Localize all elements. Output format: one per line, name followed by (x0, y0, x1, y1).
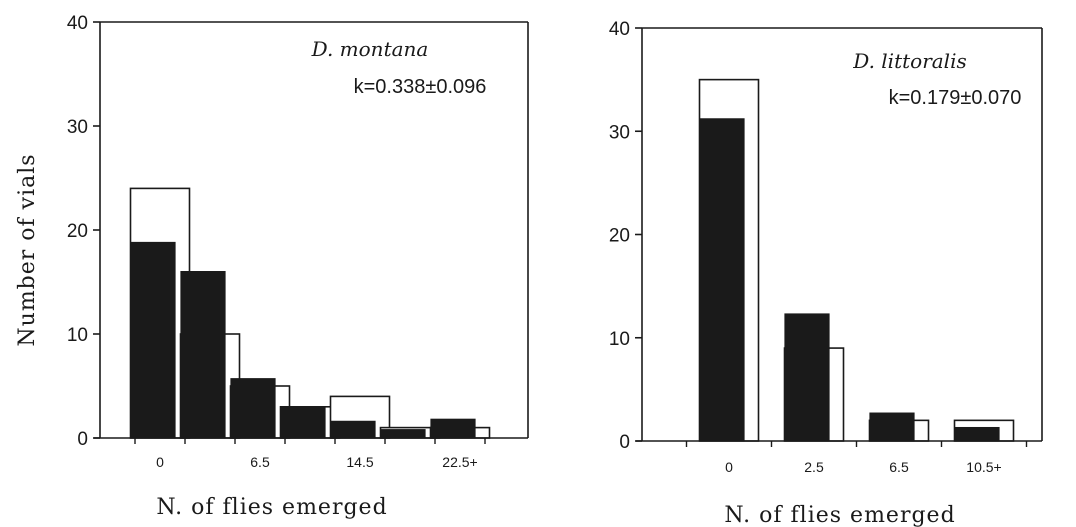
x-tick-label-d-montana-1: 6.5 (250, 454, 270, 470)
chart-d-littoralis: 0 10 20 30 40 0 2.5 6.5 10.5+ D. littoralis k=0… (609, 19, 1043, 527)
k-annotation-d-montana: k=0.338±0.096 (354, 76, 487, 98)
y-tick-label-20: 20 (609, 226, 630, 247)
y-tick-label-0: 0 (619, 432, 630, 453)
x-tick-labels: 0 2.5 6.5 10.5+ (725, 459, 1002, 475)
chart-title-d-montana: D. montana (311, 37, 429, 61)
k-annotation-d-littoralis: k=0.179±0.070 (889, 87, 1022, 109)
y-tick-label-40: 40 (609, 19, 630, 40)
chart-title-d-littoralis: D. littoralis (852, 49, 967, 73)
x-tick-label-d-littoralis-1: 2.5 (804, 459, 824, 475)
filled-bar-d-montana-6 (430, 418, 476, 439)
bars (129, 187, 491, 439)
filled-bar-d-littoralis-2 (869, 412, 915, 442)
x-axis-title-d-littoralis: N. of flies emerged (724, 503, 955, 527)
filled-bar-d-montana-4 (330, 420, 376, 439)
x-tick-label-d-littoralis-3: 10.5+ (966, 459, 1001, 475)
x-tick-label-d-montana-2: 14.5 (346, 454, 373, 470)
filled-bar-d-montana-5 (380, 429, 426, 439)
axes (93, 21, 529, 444)
filled-bar-d-littoralis-3 (954, 426, 1000, 442)
x-tick-label-d-montana-3: 22.5+ (442, 454, 477, 470)
chart-d-montana: 0 10 20 30 40 0 6.5 14.5 22.5+ D. montana k=0.3… (67, 13, 529, 520)
filled-bar-d-littoralis-1 (784, 313, 830, 442)
y-tick-label-30: 30 (67, 117, 88, 138)
y-tick-label-10: 10 (67, 325, 88, 346)
y-tick-label-30: 30 (609, 122, 630, 143)
y-tick-label-40: 40 (67, 13, 88, 34)
x-axis-title-d-montana: N. of flies emerged (156, 495, 387, 520)
y-tick-label-20: 20 (67, 221, 88, 242)
bars (698, 78, 1015, 442)
filled-bar-d-montana-0 (130, 241, 176, 439)
filled-bar-d-littoralis-0 (699, 118, 745, 442)
y-tick-label-10: 10 (609, 329, 630, 350)
filled-bar-d-montana-1 (180, 271, 226, 439)
y-axis-title: Number of vials (15, 153, 40, 346)
x-tick-label-d-littoralis-2: 6.5 (889, 459, 909, 475)
axes (635, 27, 1043, 447)
x-tick-labels: 0 6.5 14.5 22.5+ (156, 454, 478, 470)
y-tick-label-0: 0 (77, 429, 88, 450)
filled-bar-d-montana-2 (230, 378, 276, 439)
y-tick-labels: 0 10 20 30 40 (67, 13, 88, 450)
x-tick-label-d-littoralis-0: 0 (725, 459, 733, 475)
x-tick-label-d-montana-0: 0 (156, 454, 164, 470)
filled-bar-d-montana-3 (280, 406, 326, 439)
y-tick-labels: 0 10 20 30 40 (609, 19, 630, 453)
